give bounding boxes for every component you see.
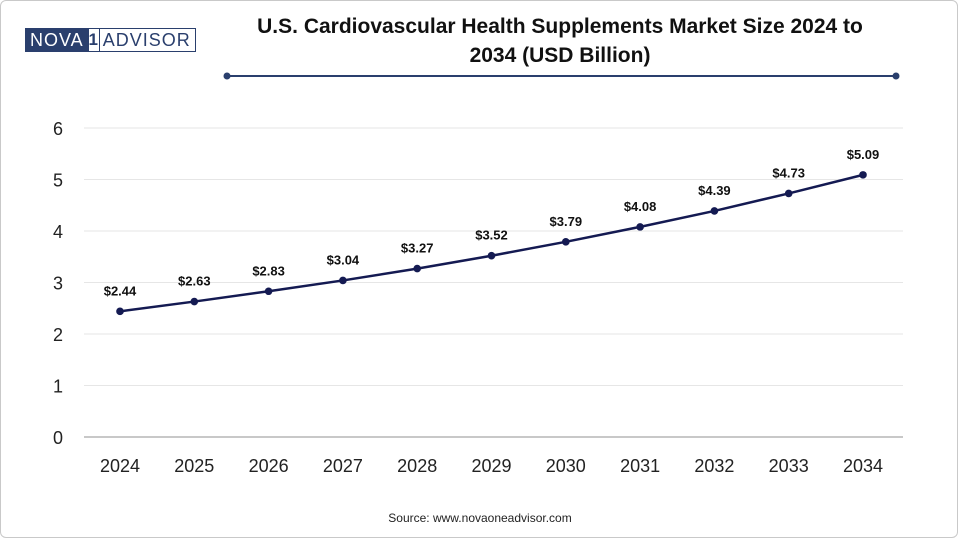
y-tick-label: 1 [53, 377, 63, 397]
y-tick-label: 6 [53, 119, 63, 139]
data-point [636, 223, 644, 231]
data-label: $2.44 [104, 283, 137, 298]
data-point [339, 276, 347, 285]
title-divider-dot-right [892, 72, 900, 80]
y-tick-label: 2 [53, 325, 63, 345]
y-tick-label: 0 [53, 428, 63, 448]
series-market-size [116, 171, 867, 316]
data-point [116, 307, 124, 316]
x-tick-label: 2031 [620, 456, 660, 476]
data-label: $3.52 [475, 228, 508, 243]
gridlines [84, 127, 903, 386]
x-tick-label: 2034 [843, 456, 883, 476]
x-tick-label: 2029 [471, 456, 511, 476]
data-point [413, 264, 422, 273]
title-divider [223, 72, 900, 80]
chart-title-line-1: U.S. Cardiovascular Health Supplements M… [257, 15, 863, 38]
x-tick-label: 2030 [546, 456, 586, 476]
data-label: $2.83 [252, 263, 285, 278]
x-tick-label: 2025 [174, 456, 214, 476]
data-point [710, 207, 719, 215]
data-label: $3.04 [327, 252, 360, 267]
data-label: $4.39 [698, 183, 731, 198]
data-point [264, 287, 273, 296]
y-axis: 0 1 2 3 4 5 6 [53, 119, 63, 448]
logo-one-glyph: 1 [87, 28, 100, 52]
x-tick-label: 2032 [694, 456, 734, 476]
logo-nova-text: NOVA [25, 28, 88, 52]
data-point [190, 297, 199, 306]
data-point [784, 189, 793, 198]
y-tick-label: 3 [53, 274, 63, 294]
y-tick-label: 5 [53, 171, 63, 191]
data-label: $4.08 [624, 199, 657, 214]
chart-title-line-2: 2034 (USD Billion) [469, 44, 651, 67]
data-point [487, 251, 496, 260]
logo-advisor-text: ADVISOR [99, 28, 196, 52]
data-point [859, 171, 867, 179]
x-tick-label: 2028 [397, 456, 437, 476]
data-label: $3.27 [401, 241, 434, 256]
x-tick-label: 2027 [323, 456, 363, 476]
data-label: $2.63 [178, 274, 211, 289]
series-line [119, 173, 864, 313]
chart-title: U.S. Cardiovascular Health Supplements M… [200, 12, 920, 70]
x-tick-label: 2033 [769, 456, 809, 476]
data-label: $4.73 [772, 165, 805, 180]
data-label: $3.79 [550, 214, 583, 229]
data-label: $5.09 [847, 147, 880, 162]
x-tick-label: 2024 [100, 456, 140, 476]
data-point [562, 238, 570, 246]
data-labels: $2.44 $2.63 $2.83 $3.04 $3.27 $3.52 $3.79 $4.08… [104, 147, 880, 298]
novaoneadvisor-logo: NOVA 1 ADVISOR [25, 28, 196, 52]
source-note: Source: www.novaoneadvisor.com [388, 511, 572, 525]
x-axis: 2024 2025 2026 2027 2028 2029 2030 2031 2032 2033… [84, 436, 903, 476]
y-tick-label: 4 [53, 222, 63, 242]
x-tick-label: 2026 [249, 456, 289, 476]
title-divider-dot-left [223, 72, 231, 80]
